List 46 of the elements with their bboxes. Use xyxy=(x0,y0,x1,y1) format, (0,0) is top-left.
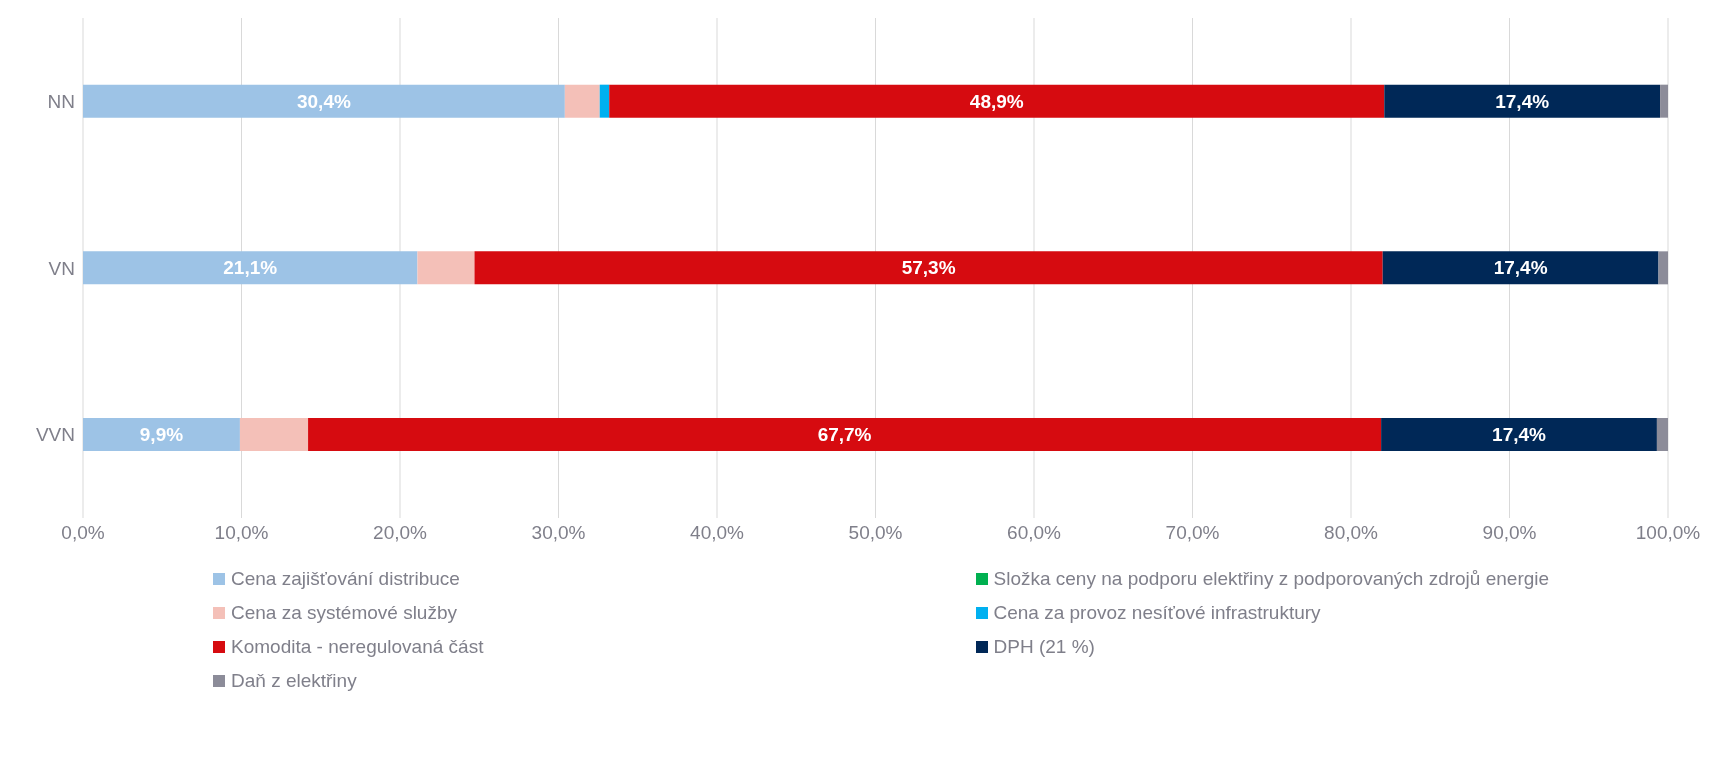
bar xyxy=(83,251,418,285)
data-label: 17,4% xyxy=(1493,257,1548,279)
legend-label: Cena za provoz nesíťové infrastruktury xyxy=(993,602,1321,624)
x-tick-label: 60,0% xyxy=(1007,522,1062,544)
bar xyxy=(1381,418,1657,451)
legend-label: Cena za systémové služby xyxy=(231,602,457,624)
bar xyxy=(239,418,309,451)
data-label: 48,9% xyxy=(969,90,1024,112)
bar xyxy=(1382,251,1659,285)
bar xyxy=(83,418,240,451)
x-tick-label: 90,0% xyxy=(1482,522,1537,544)
data-label: 9,9% xyxy=(139,424,184,445)
bar xyxy=(1656,418,1668,451)
y-tick-label: NN xyxy=(47,91,75,113)
bar xyxy=(308,418,1382,451)
x-tick-label: 70,0% xyxy=(1165,522,1220,544)
data-label: 17,4% xyxy=(1492,424,1547,445)
x-tick-label: 20,0% xyxy=(373,522,428,544)
bar xyxy=(564,84,600,118)
data-label: 67,7% xyxy=(817,424,872,445)
x-tick-label: 10,0% xyxy=(214,522,269,544)
x-tick-label: 80,0% xyxy=(1324,522,1379,544)
bar xyxy=(1384,84,1661,118)
bar xyxy=(599,84,610,118)
y-tick-label: VVN xyxy=(35,424,75,446)
x-tick-label: 40,0% xyxy=(690,522,745,544)
x-tick-label: 0,0% xyxy=(61,522,105,544)
bar xyxy=(1660,84,1668,118)
x-tick-label: 50,0% xyxy=(848,522,903,544)
y-tick-label: VN xyxy=(48,257,75,279)
x-tick-label: 100,0% xyxy=(1635,522,1701,544)
x-tick-label: 30,0% xyxy=(531,522,586,544)
legend-label: Cena zajišťování distribuce xyxy=(231,568,460,590)
data-label: 30,4% xyxy=(296,90,351,112)
bar xyxy=(609,84,1385,118)
data-label: 17,4% xyxy=(1495,90,1550,112)
data-label: 57,3% xyxy=(901,257,956,279)
bar xyxy=(83,84,565,118)
bar xyxy=(417,251,475,285)
data-label: 21,1% xyxy=(223,257,278,279)
legend-label: Komodita - neregulovaná část xyxy=(231,636,484,658)
legend-label: DPH (21 %) xyxy=(993,636,1095,658)
bar xyxy=(1658,251,1668,285)
legend-label: Složka ceny na podporu elektřiny z podporovaných zdrojů energie xyxy=(993,568,1550,590)
bar xyxy=(474,251,1383,285)
legend-label: Daň z elektřiny xyxy=(231,670,357,692)
